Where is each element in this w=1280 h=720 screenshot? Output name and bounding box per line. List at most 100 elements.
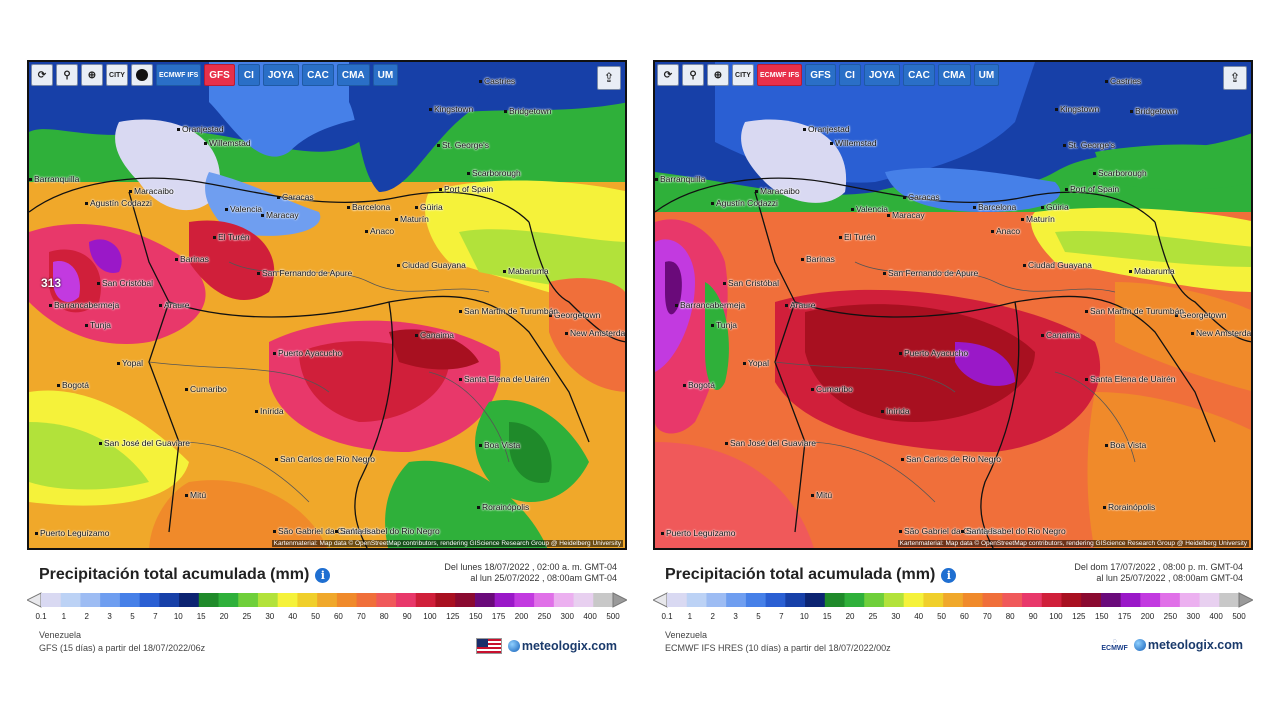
scale-tick-label: 3 <box>733 612 738 621</box>
scale-swatch <box>474 593 496 607</box>
info-icon[interactable]: i <box>315 567 331 583</box>
city-label: Santa Elena de Uairén <box>1085 374 1176 384</box>
scale-tick-label: 60 <box>333 612 343 621</box>
refresh-icon: ⟳ <box>37 69 47 81</box>
scale-tick-label: 80 <box>1005 612 1015 621</box>
city-label: Maracaibo <box>129 186 174 196</box>
scale-tick-label: 5 <box>756 612 761 621</box>
scale-swatch <box>336 593 358 607</box>
scale-tick-label: 90 <box>402 612 412 621</box>
city-label: San Fernando de Apure <box>257 268 352 278</box>
model-cma-button[interactable]: CMA <box>336 64 370 86</box>
meteologix-logo[interactable]: meteologix.com <box>507 639 617 653</box>
city-label: Maracay <box>261 210 299 220</box>
refresh-button[interactable]: ⟳ <box>657 64 679 86</box>
scale-swatch <box>415 593 436 607</box>
scale-tick-label: 1 <box>61 612 67 621</box>
meteologix-logo[interactable]: meteologix.com <box>1133 638 1243 652</box>
city-label: Canaima <box>415 330 454 340</box>
zoom-button[interactable]: ⊕ <box>707 64 729 86</box>
city-label: Inírida <box>255 406 284 416</box>
scale-swatch <box>356 593 377 607</box>
scale-tick-label: 7 <box>153 612 158 621</box>
share-button[interactable]: ⇪ <box>1223 66 1247 90</box>
location-button[interactable]: ⚲ <box>56 64 78 86</box>
model-cac-button[interactable]: CAC <box>302 64 334 86</box>
city-toggle-button[interactable]: CITY <box>732 64 754 86</box>
scale-tick-label: 125 <box>1072 612 1086 621</box>
scale-swatch <box>297 593 318 607</box>
model-um-button[interactable]: UM <box>973 64 1000 86</box>
scale-tick-label: 2 <box>710 612 715 621</box>
city-label: Oranjestad <box>177 124 224 134</box>
map-toolbar: ⟳ ⚲ ⊕ CITY ECMWF IFS GFS CI JOYA CAC CMA… <box>31 64 399 88</box>
location-button[interactable]: ⚲ <box>682 64 704 86</box>
city-label: Agustín Codazzi <box>85 198 152 208</box>
black-circle-button[interactable] <box>131 64 153 86</box>
city-toggle-button[interactable]: CITY <box>106 64 128 86</box>
city-label: Willemstad <box>204 138 251 148</box>
scale-swatch <box>686 593 707 607</box>
scale-swatch <box>943 593 964 607</box>
scale-swatch <box>1219 593 1240 607</box>
period-line-2: al lun 25/07/2022 , 08:00am GMT-04 <box>1096 573 1243 583</box>
city-label: San Carlos de Río Negro <box>275 454 375 464</box>
model-run-label: GFS (15 días) a partir del 18/07/2022/06… <box>39 643 206 653</box>
period-line-1: Del lunes 18/07/2022 , 02:00 a. m. GMT-0… <box>444 562 617 572</box>
precipitation-map[interactable]: ⟳ ⚲ ⊕ CITY ECMWF IFS GFS CI JOYA CAC CMA… <box>653 60 1253 550</box>
scale-tick-label: 400 <box>1209 612 1223 621</box>
scale-ticks: 0.1 1 2 3 5 7 10 15 20 25 30 40 50 60 70 80 90 100 125 150 1… <box>35 612 619 624</box>
scale-swatch <box>1061 593 1082 607</box>
scale-swatch <box>864 593 885 607</box>
scale-tick-label: 100 <box>423 612 437 621</box>
precipitation-map[interactable]: ⟳ ⚲ ⊕ CITY ECMWF IFS GFS CI JOYA CAC CMA… <box>27 60 627 550</box>
scale-swatch <box>277 593 298 607</box>
scale-tick-label: 40 <box>288 612 298 621</box>
city-label: New Amsterdam <box>565 328 625 338</box>
scale-tick-label: 3 <box>107 612 112 621</box>
city-label: Agustín Codazzi <box>711 198 778 208</box>
scale-swatch <box>745 593 767 607</box>
scale-swatch <box>198 593 220 607</box>
info-icon[interactable]: i <box>941 567 957 583</box>
scale-tick-label: 25 <box>242 612 252 621</box>
model-cac-button[interactable]: CAC <box>903 64 935 86</box>
scale-tick-label: 125 <box>446 612 460 621</box>
model-ci-button[interactable]: CI <box>838 64 861 86</box>
city-label: Mitú <box>185 490 206 500</box>
zoom-button[interactable]: ⊕ <box>81 64 103 86</box>
model-ci-button[interactable]: CI <box>237 64 260 86</box>
scale-swatch <box>435 593 456 607</box>
model-ecmwf-button[interactable]: ECMWF IFS <box>757 64 803 86</box>
model-um-button[interactable]: UM <box>372 64 399 86</box>
city-label: Santa Isabel do Rio Negro <box>961 526 1066 536</box>
scale-swatch <box>1120 593 1141 607</box>
city-label: Bridgetown <box>1130 106 1178 116</box>
model-gfs-button[interactable]: GFS <box>805 64 836 86</box>
scale-swatch <box>553 593 575 607</box>
period-line-2: al lun 25/07/2022 , 08:00am GMT-04 <box>470 573 617 583</box>
city-label: San Carlos de Río Negro <box>901 454 1001 464</box>
city-label: Santa Elena de Uairén <box>459 374 550 384</box>
model-ecmwf-button[interactable]: ECMWF IFS <box>156 64 202 86</box>
model-joya-button[interactable]: JOYA <box>863 64 901 86</box>
us-flag-icon <box>475 638 502 654</box>
scale-tick-label: 40 <box>914 612 924 621</box>
scale-swatch <box>494 593 515 607</box>
city-label: Oranjestad <box>803 124 850 134</box>
model-gfs-button[interactable]: GFS <box>204 64 235 86</box>
city-label: Araure <box>785 300 816 310</box>
scale-tick-label: 2 <box>84 612 89 621</box>
city-label: Yopal <box>117 358 143 368</box>
city-label: Castries <box>1105 76 1141 86</box>
scale-tick-label: 0.1 <box>35 612 47 621</box>
share-button[interactable]: ⇪ <box>597 66 621 90</box>
scale-swatch <box>119 593 141 607</box>
scale-tick-label: 50 <box>311 612 320 621</box>
refresh-button[interactable]: ⟳ <box>31 64 53 86</box>
model-joya-button[interactable]: JOYA <box>262 64 300 86</box>
scale-swatch <box>1002 593 1023 607</box>
scale-swatch <box>726 593 747 607</box>
black-circle-icon <box>136 69 148 81</box>
model-cma-button[interactable]: CMA <box>937 64 971 86</box>
